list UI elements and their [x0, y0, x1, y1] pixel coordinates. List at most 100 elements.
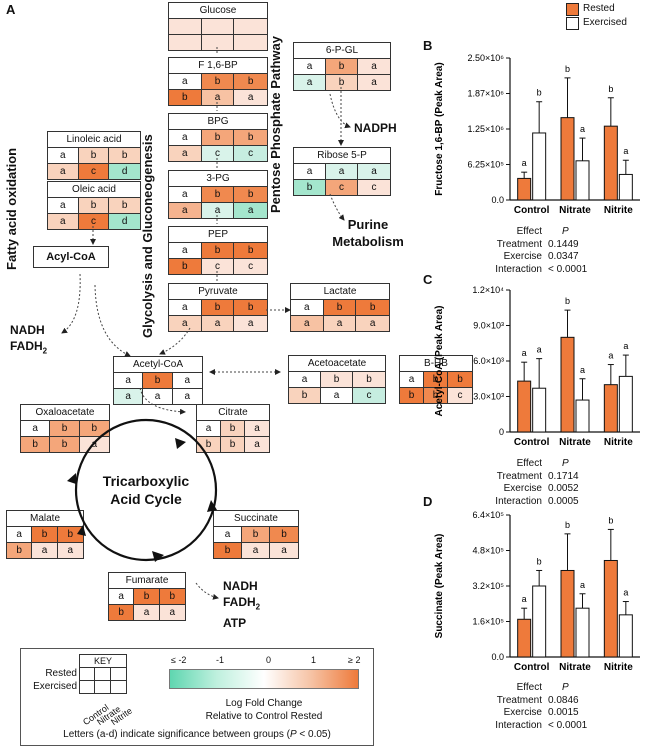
acetylcoa-cell: a	[114, 373, 144, 389]
malate-cell: b	[7, 543, 33, 558]
bar-exercised	[618, 173, 633, 201]
stats-effect: Interaction	[495, 495, 542, 507]
lactate-cell: a	[291, 300, 324, 316]
pg3-cell: a	[234, 203, 267, 218]
acetylcoa-cell: a	[114, 389, 144, 404]
glucose-cell	[201, 35, 235, 50]
malate-title: Malate	[7, 511, 83, 527]
oxaloacetate-cell: b	[50, 437, 80, 452]
linoleic-cell: d	[109, 164, 140, 179]
y-tick-label: 1.87×10⁶	[468, 89, 505, 99]
bar-rested	[560, 336, 575, 433]
f16bp-title: F 1,6-BP	[169, 58, 267, 74]
stats-row: Interaction 0.0005	[462, 496, 622, 509]
significance-letter: a	[580, 580, 585, 590]
scale-caption-2: Relative to Control Rested	[205, 711, 323, 722]
ribose-cell: c	[358, 180, 390, 195]
acyl-coa-box: Acyl-CoA	[33, 246, 109, 268]
panel-letter-a: A	[6, 2, 16, 17]
ribose-cell: c	[326, 180, 358, 195]
y-tick-label: 6.4×10⁵	[472, 510, 504, 520]
lactate-cell: b	[323, 300, 357, 316]
pyruvate-cell: b	[201, 300, 235, 316]
significance-letter: b	[537, 88, 542, 98]
panel-letter-b: B	[423, 38, 433, 53]
pep-title: PEP	[169, 227, 267, 243]
box-ribose5p: Ribose 5-P a a a b c c	[293, 147, 391, 196]
tick-neg1: -1	[216, 655, 225, 665]
tick-1: 1	[311, 655, 317, 665]
tca-cycle-label: Tricarboxylic Acid Cycle	[102, 473, 190, 507]
stats-p-value: 0.0347	[548, 251, 579, 262]
pgl6-cell: a	[358, 59, 390, 75]
stats-header-effect: Effect	[516, 682, 542, 693]
significance-letter: a	[537, 345, 542, 355]
x-tick-label: Nitrite	[604, 437, 633, 448]
malate-cell: a	[32, 543, 58, 558]
oleic-cell: a	[48, 198, 79, 214]
bar-rested	[603, 559, 618, 658]
y-tick-label: 0.0	[491, 652, 504, 662]
citrate-cell: b	[221, 421, 245, 437]
key-title: KEY	[80, 655, 126, 668]
oleic-cell: b	[109, 198, 140, 214]
significance-letter: b	[608, 84, 613, 94]
significance-letter: a	[623, 588, 628, 598]
stats-succinate: Effect P Treatment 0.0846 Exercise 0.0015 Inte…	[462, 682, 622, 732]
significance-letter: b	[565, 520, 570, 530]
significance-letter: b	[565, 64, 570, 74]
significance-letter: b	[608, 515, 613, 525]
stats-effect: Exercise	[503, 251, 542, 262]
stats-row: Interaction < 0.0001	[462, 720, 622, 733]
box-succinate: Succinate a b b b a a	[213, 510, 299, 559]
glycolysis-label: Glycolysis and Gluconeogenesis	[140, 134, 155, 338]
succinate-cell: b	[214, 543, 242, 558]
tick-neg2: ≤ -2	[171, 655, 187, 665]
linoleic-title: Linoleic acid	[48, 132, 140, 148]
bhb-cell: b	[424, 372, 448, 388]
y-tick-label: 4.8×10⁵	[472, 546, 504, 556]
nadh-fadh2-atp-right: NADH FADH2 ATP	[223, 578, 260, 631]
linoleic-cell: a	[48, 164, 79, 179]
stats-row: Treatment 0.1449	[462, 239, 622, 252]
oxaloacetate-cell: b	[50, 421, 80, 437]
ribose-cell: a	[358, 164, 390, 180]
bar-rested	[603, 125, 618, 201]
chart-legend: Rested Exercised	[566, 2, 627, 30]
x-tick-label: Nitrite	[604, 662, 633, 673]
x-tick-label: Nitrate	[559, 205, 591, 216]
tick-2: ≥ 2	[348, 655, 361, 665]
malate-cell: a	[57, 543, 83, 558]
stats-effect: Treatment	[496, 470, 542, 482]
y-tick-label: 3.2×10⁵	[472, 581, 504, 591]
bhb-title: B-HB	[400, 356, 472, 372]
ppp-label: Pentose Phosphate Pathway	[268, 36, 283, 213]
acetoacetate-cell: c	[353, 388, 385, 403]
pep-cell: b	[234, 243, 267, 259]
lactate-cell: a	[291, 316, 324, 331]
nadh-left-label: NADH	[10, 323, 45, 337]
box-bpg: BPG a b b a c c	[168, 113, 268, 162]
oleic-cell: a	[48, 214, 79, 229]
pep-cell: c	[234, 259, 267, 274]
panel-letter-d: D	[423, 494, 433, 509]
stats-fructose: Effect P Treatment 0.1449 Exercise 0.0347 Inte…	[462, 226, 622, 276]
acetylcoa-cell: a	[172, 373, 202, 389]
bhb-cell: b	[400, 388, 424, 403]
fumarate-cell: a	[159, 605, 185, 620]
glucose-title: Glucose	[169, 3, 267, 19]
significance-letter: a	[580, 365, 585, 375]
stats-row: Treatment 0.0846	[462, 695, 622, 708]
box-acetyl-coa: Acetyl-CoA a b a a a a	[113, 356, 203, 405]
significance-letter: b	[565, 296, 570, 306]
box-oleic-acid: Oleic acid a b b a c d	[47, 181, 141, 230]
bar-exercised	[618, 614, 633, 658]
fumarate-cell: b	[109, 605, 135, 620]
bhb-cell: a	[400, 372, 424, 388]
